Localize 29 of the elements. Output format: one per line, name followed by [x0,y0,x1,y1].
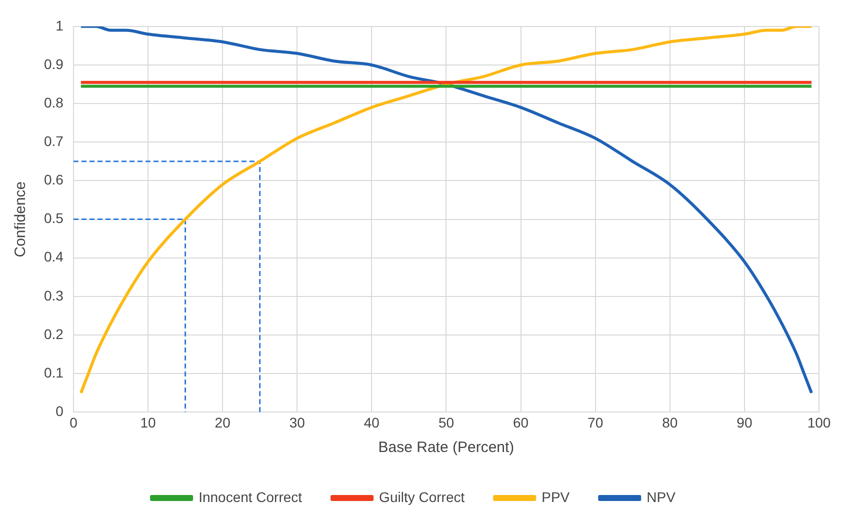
legend-label: NPV [646,488,676,505]
y-tick-label: 0.5 [44,210,64,226]
x-tick-label: 10 [140,414,156,430]
x-tick-label: 20 [214,414,231,430]
y-tick-label: 0.7 [44,133,64,149]
x-tick-label: 90 [736,414,752,430]
legend-label: Innocent Correct [198,488,302,505]
y-tick-label: 0.2 [44,326,64,342]
y-tick-label: 0.9 [44,56,64,72]
y-axis-title: Confidence [12,181,30,258]
x-axis-title: Base Rate (Percent) [378,439,514,456]
line-series [79,26,814,394]
x-tick-label: 100 [807,414,831,430]
y-tick-label: 0.1 [44,364,64,380]
y-tick-label: 1 [56,17,64,34]
x-tick-label: 70 [588,414,604,430]
x-tick-label: 60 [512,414,529,430]
y-tick-label: 0.3 [44,287,64,304]
y-tick-label: 0.4 [44,248,64,265]
x-tick-label: 30 [289,414,306,430]
x-tick-label: 50 [438,414,454,430]
legend-label: PPV [542,488,570,505]
x-tick-label: 80 [662,414,678,430]
y-tick-label: 0.8 [44,94,64,110]
y-tick-label: 0.6 [44,172,64,188]
x-tick-label: 40 [364,414,380,430]
y-tick-label: 0 [56,403,64,420]
x-tick-label: 0 [70,414,78,430]
legend-label: Guilty Correct [379,488,465,505]
